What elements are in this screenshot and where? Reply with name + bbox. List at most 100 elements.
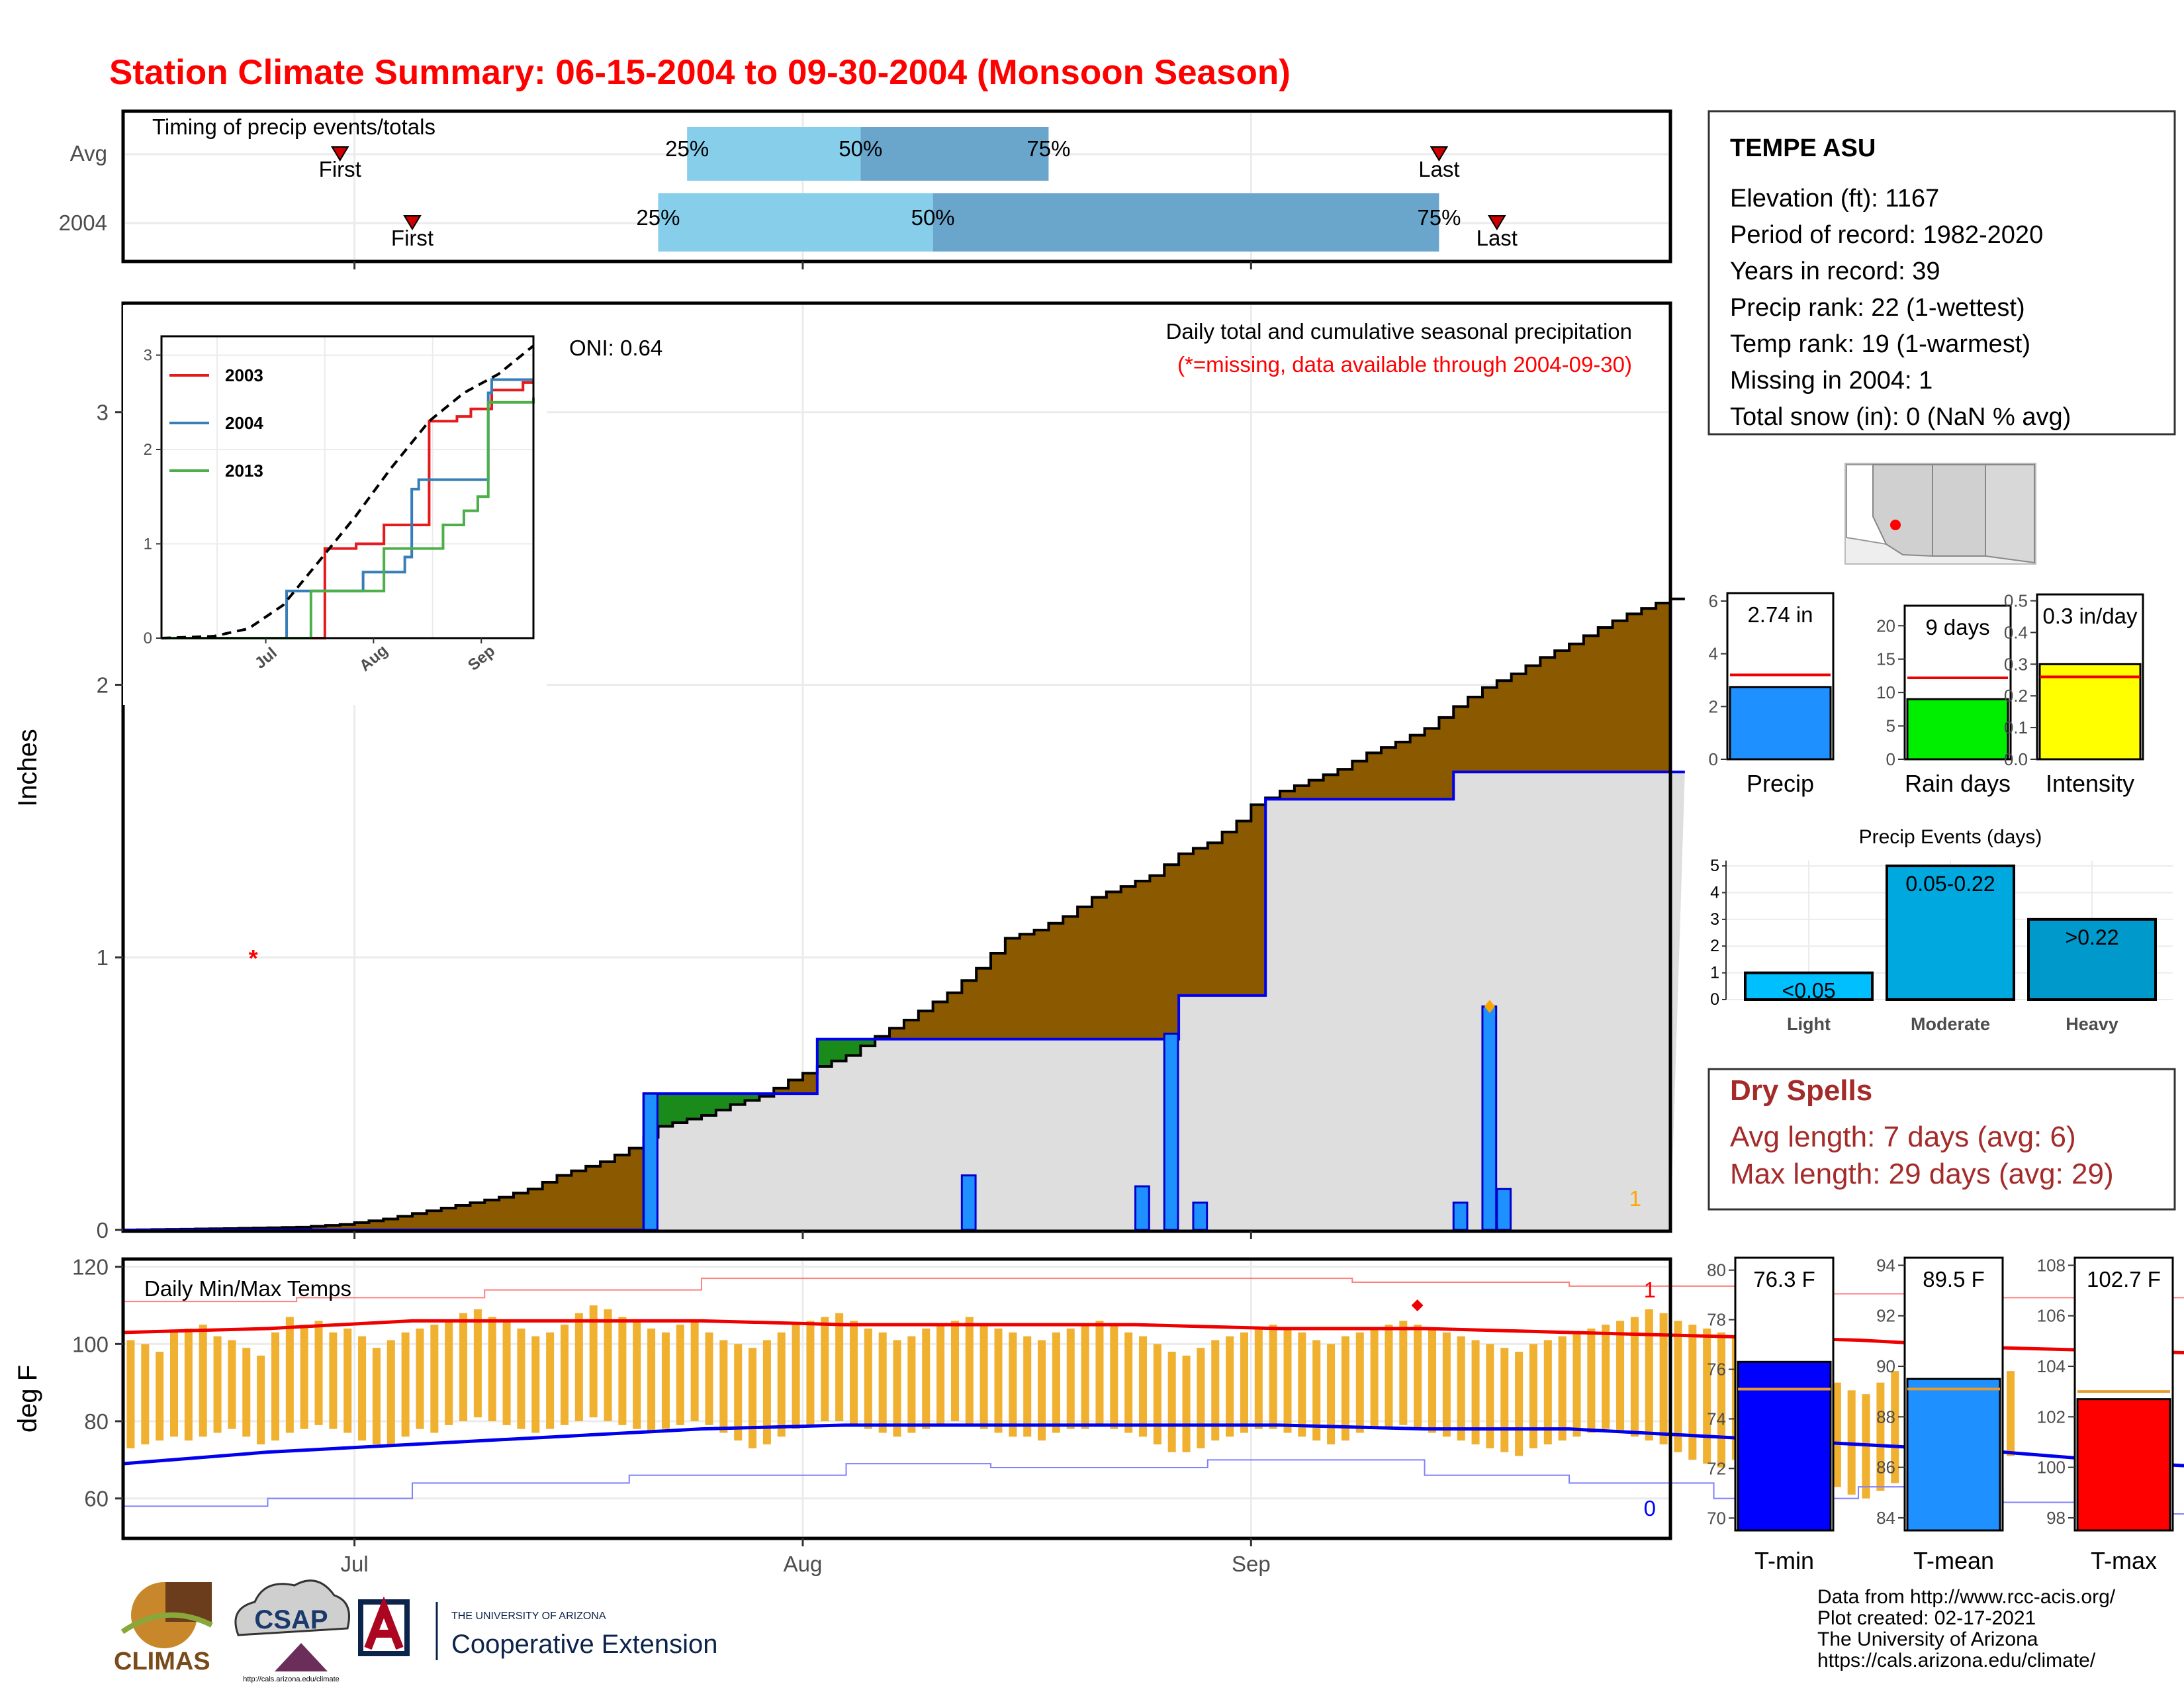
deficit-area-day xyxy=(586,1166,601,1230)
deficit-area-day xyxy=(1555,651,1570,773)
csap-logo-text: CSAP xyxy=(254,1605,328,1634)
map-new-mexico-shape xyxy=(1932,464,1986,557)
daily-temp-bar-4 xyxy=(184,1329,193,1441)
deficit-area-day xyxy=(788,1080,803,1094)
daily-temp-bar-16 xyxy=(358,1336,367,1441)
daily-temp-bar-83 xyxy=(1327,1344,1336,1444)
daily-temp-bar-52 xyxy=(878,1332,887,1433)
daily-temp-bar-74 xyxy=(1197,1348,1205,1448)
station-temp-rank: Temp rank: 19 (1-warmest) xyxy=(1730,330,2030,358)
mini-bar-Intensity xyxy=(2038,663,2142,761)
mini-ytick-label: 78 xyxy=(1707,1310,1726,1330)
precip-ytick-label: 2 xyxy=(97,673,109,697)
deficit-area-day xyxy=(1641,608,1657,773)
station-name: TEMPE ASU xyxy=(1730,134,1876,162)
missing-day-marker-0: * xyxy=(249,945,258,972)
deficit-area-day xyxy=(933,1002,948,1039)
daily-temp-bar-93 xyxy=(1471,1340,1480,1444)
ua-logo-small-text: THE UNIVERSITY OF ARIZONA xyxy=(451,1611,606,1622)
mini-value-label-T-min: 76.3 F xyxy=(1753,1267,1815,1291)
daily-temp-bar-62 xyxy=(1023,1336,1032,1437)
deficit-area-day xyxy=(296,1227,312,1230)
deficit-area-day xyxy=(1294,785,1310,800)
credit-data-source: Data from http://www.rcc-acis.org/ xyxy=(1817,1586,2116,1608)
surplus-area-day xyxy=(817,1039,833,1066)
mini-ytick-label: 86 xyxy=(1876,1458,1895,1477)
deficit-area-day xyxy=(1410,735,1426,800)
daily-temp-bar-73 xyxy=(1182,1355,1191,1452)
daily-temp-bar-18 xyxy=(387,1340,395,1444)
temp-label: Daily Min/Max Temps xyxy=(144,1276,351,1301)
temp-min-count: 0 xyxy=(1644,1496,1656,1521)
timing-avg-first-marker xyxy=(330,146,349,162)
daily-temp-bar-36 xyxy=(647,1329,656,1433)
daily-temp-bar-79 xyxy=(1269,1325,1277,1429)
deficit-area-day xyxy=(1323,774,1339,800)
daily-temp-bar-8 xyxy=(242,1348,251,1437)
daily-temp-bar-22 xyxy=(445,1321,453,1425)
deficit-area-day xyxy=(470,1202,485,1230)
timing-bars: 25% 50% 75% First Last 25% 50% 75% First Last xyxy=(319,127,1518,252)
deficit-area-day xyxy=(426,1211,442,1230)
deficit-area-day xyxy=(1193,848,1208,996)
mini-value-label-Rain days: 9 days xyxy=(1925,615,1989,639)
events-ytick-label: 0 xyxy=(1710,990,1719,1009)
daily-temp-bar-3 xyxy=(170,1332,179,1437)
daily-temp-bar-58 xyxy=(965,1317,974,1425)
daily-temp-bar-78 xyxy=(1254,1329,1263,1429)
daily-temp-bar-14 xyxy=(329,1332,338,1429)
events-bar-label-Heavy: >0.22 xyxy=(2066,925,2119,949)
deficit-area-day xyxy=(1338,769,1353,800)
events-bar-label-Light: <0.05 xyxy=(1782,979,1836,1003)
season-totals-charts: 0 2 4 6 2.74 in Precip 0 5 10 15 20 9 days Rain days… xyxy=(1709,591,2144,797)
deficit-area-day xyxy=(1308,780,1324,800)
daily-temp-bar-34 xyxy=(618,1317,627,1425)
daily-temp-bar-42 xyxy=(734,1344,743,1441)
deficit-area-day xyxy=(1439,717,1454,800)
mini-category-T-max: T-max xyxy=(2091,1547,2157,1574)
surplus-area-day xyxy=(702,1094,717,1116)
mini-ytick-label: 108 xyxy=(2037,1255,2066,1275)
surplus-area-day xyxy=(658,1094,673,1127)
precip-frame xyxy=(121,301,1672,1233)
deficit-area-day xyxy=(1395,741,1411,800)
daily-temp-bar-46 xyxy=(792,1325,800,1429)
daily-temp-bar-97 xyxy=(1529,1344,1537,1448)
mini-ytick-label: 2 xyxy=(1709,696,1718,716)
mini-bar-T-max xyxy=(2076,1398,2171,1532)
page-title: Station Climate Summary: 06-15-2004 to 0… xyxy=(109,53,1291,92)
temp-ytick-label: 120 xyxy=(72,1255,109,1280)
station-elevation: Elevation (ft): 1167 xyxy=(1730,185,1939,212)
record-day-marker xyxy=(1411,1299,1424,1311)
deficit-area-day xyxy=(513,1193,529,1230)
map-texas-shape xyxy=(1985,464,2035,564)
deficit-area-day xyxy=(398,1216,413,1230)
mini-ytick-label: 76 xyxy=(1707,1360,1726,1380)
deficit-area-day xyxy=(1280,791,1295,800)
precip-ytick-label: 1 xyxy=(97,945,109,970)
mini-ytick-label: 4 xyxy=(1709,644,1718,664)
daily-temp-bar-51 xyxy=(864,1329,872,1429)
deficit-area-day xyxy=(542,1182,558,1230)
mini-ytick-label: 98 xyxy=(2046,1508,2066,1528)
surplus-area-day xyxy=(730,1094,746,1105)
daily-temp-bar-56 xyxy=(936,1325,945,1425)
deficit-area-day xyxy=(1034,930,1050,1039)
deficit-area-day xyxy=(412,1213,428,1230)
mini-ytick-label: 0.1 xyxy=(2004,718,2028,737)
temp-means-charts: 70 72 74 76 78 80 76.3 F T-min 84 86 88 90 92 94 89.5 … xyxy=(1707,1255,2174,1574)
timing-y2004-last-label: Last xyxy=(1477,226,1518,250)
deficit-area-day xyxy=(325,1225,341,1230)
mini-ytick-label: 0.0 xyxy=(2004,749,2028,769)
temp-ytick-label: 60 xyxy=(84,1487,109,1511)
daily-temp-bar-28 xyxy=(531,1336,540,1433)
climas-logo-text: CLIMAS xyxy=(114,1648,210,1675)
daily-temp-bar-17 xyxy=(372,1348,381,1444)
deficit-area-day xyxy=(1496,680,1512,773)
deficit-area-day xyxy=(1525,665,1541,773)
temp-ylabel: deg F xyxy=(13,1365,42,1432)
deficit-area-day xyxy=(1381,747,1396,800)
deficit-area-day xyxy=(1005,938,1021,1039)
mini-ytick-label: 0 xyxy=(1886,749,1895,769)
mini-ytick-label: 104 xyxy=(2037,1356,2066,1376)
